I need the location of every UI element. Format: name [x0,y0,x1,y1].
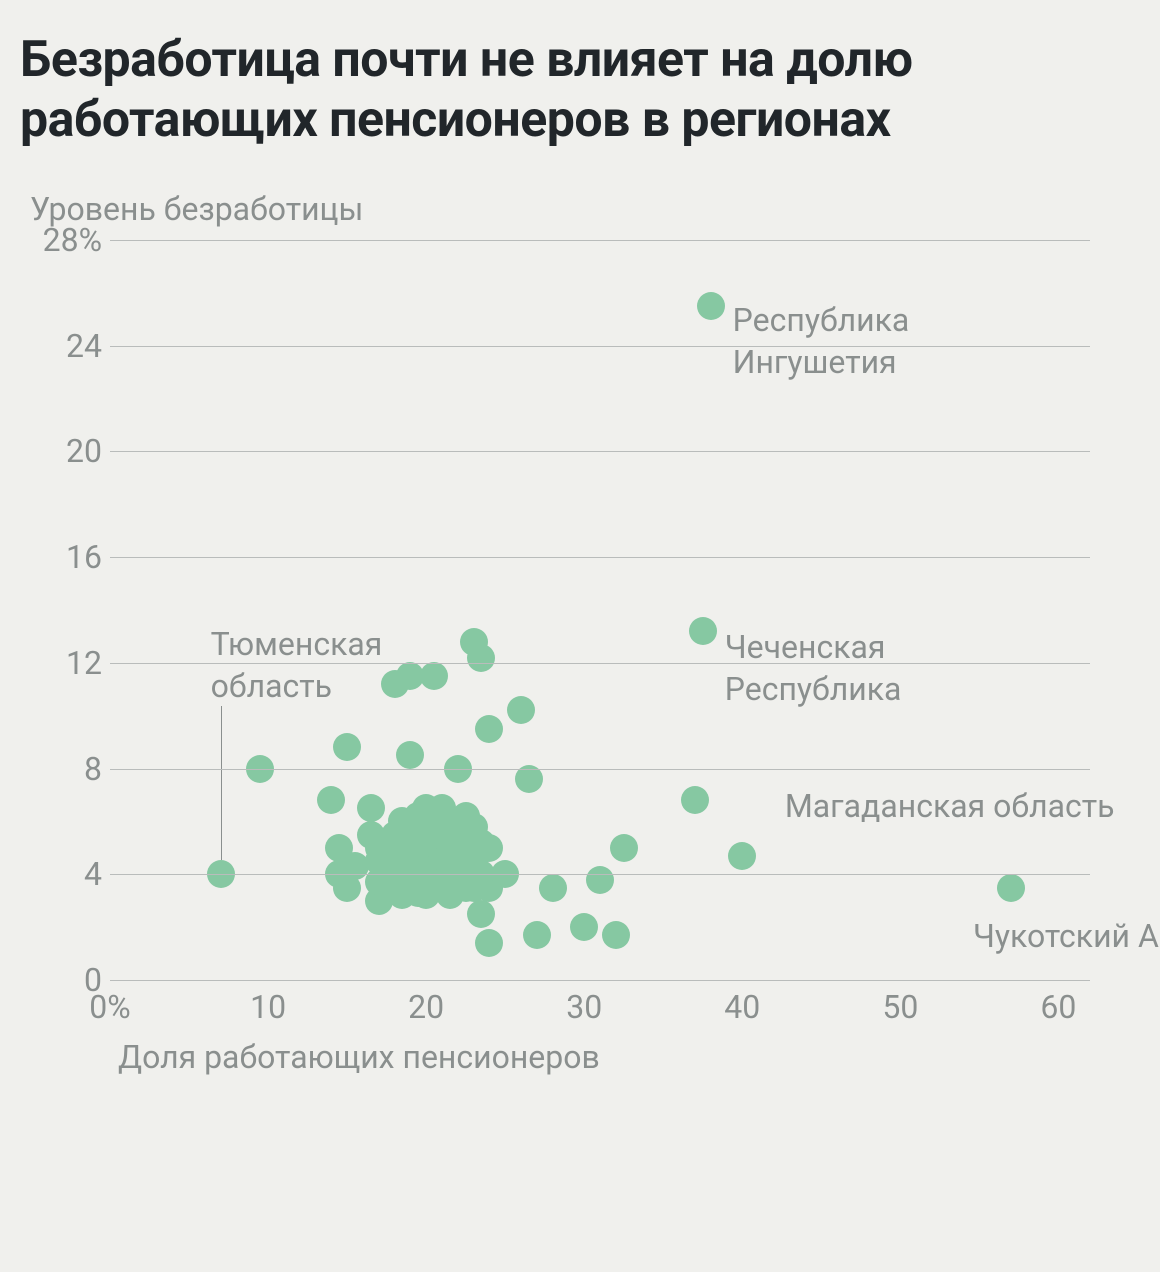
annotation-label: Тюменская область [211,624,383,707]
y-tick-label: 20 [30,432,102,470]
scatter-plot: Республика Ингушетия Тюменская область Чеч… [30,240,1090,980]
plot-area: Республика Ингушетия Тюменская область Чеч… [110,240,1090,980]
x-axis-title: Доля работающих пенсионеров [118,1038,600,1076]
annotation-label: Чеченская Республика [725,627,902,710]
annotation-leader [221,706,222,860]
x-axis: 0%102030405060 [110,988,1120,1028]
data-point [681,786,709,814]
x-tick-label: 10 [250,988,286,1026]
data-point [357,794,385,822]
gridline [110,240,1090,241]
chart-title: Безработица почти не влияет на долю рабо… [20,30,1120,150]
data-point [728,842,756,870]
data-point [475,715,503,743]
data-point [523,921,551,949]
data-point [539,874,567,902]
data-point [475,834,503,862]
annotation-label: Магаданская область [785,786,1115,828]
x-tick-label: 40 [724,988,760,1026]
gridline [110,874,1090,875]
annotation-label: Республика Ингушетия [733,300,910,383]
annotation-label: Чукотский АО [973,916,1160,958]
gridline [110,980,1090,981]
gridline [110,557,1090,558]
y-tick-label: 24 [30,327,102,365]
data-point [689,617,717,645]
y-tick-label: 4 [30,855,102,893]
data-point [420,662,448,690]
data-point [570,913,598,941]
data-point [396,741,424,769]
data-point [997,874,1025,902]
x-tick-label: 20 [408,988,444,1026]
y-tick-label: 12 [30,644,102,682]
x-tick-label: 0% [89,988,130,1026]
x-tick-label: 60 [1040,988,1076,1026]
data-point [697,292,725,320]
y-tick-label: 8 [30,750,102,788]
y-axis-title: Уровень безработицы [30,190,1120,228]
data-point [467,644,495,672]
data-point [586,866,614,894]
gridline [110,663,1090,664]
plot-wrap: Республика Ингушетия Тюменская область Чеч… [30,240,1120,980]
data-point [475,929,503,957]
gridline [110,451,1090,452]
data-point [333,733,361,761]
data-point [507,696,535,724]
gridline [110,769,1090,770]
x-tick-label: 50 [882,988,918,1026]
data-point [602,921,630,949]
y-tick-label: 28% [30,221,102,259]
data-point [610,834,638,862]
x-tick-label: 30 [566,988,602,1026]
data-point [467,900,495,928]
chart-container: Безработица почти не влияет на долю рабо… [0,0,1160,1272]
y-tick-label: 16 [30,538,102,576]
data-point [317,786,345,814]
gridline [110,346,1090,347]
